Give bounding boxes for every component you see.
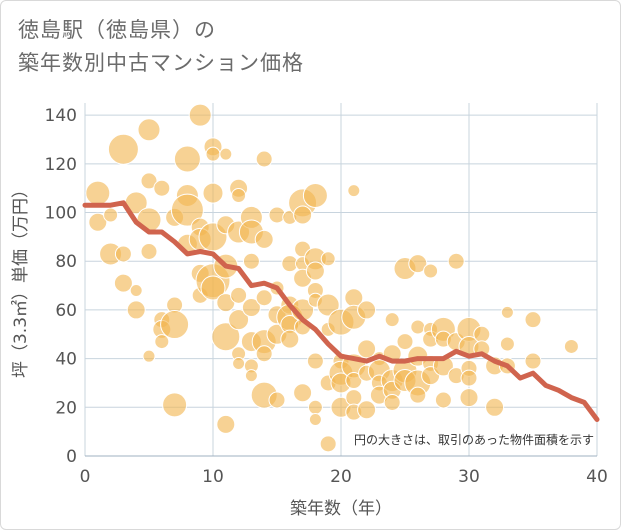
bubbles-layer (85, 103, 579, 453)
bubble-point-48 (228, 309, 250, 331)
bubble-point-8 (126, 300, 146, 320)
bubble-point-18 (154, 334, 170, 350)
bubble-point-59 (254, 229, 274, 249)
bubble-point-101 (347, 184, 361, 198)
bubble-point-90 (308, 412, 322, 426)
bubble-point-108 (357, 300, 377, 320)
bubble-point-6 (114, 245, 132, 263)
bubble-point-43 (216, 414, 236, 434)
x-tick-label-0: 0 (80, 467, 91, 487)
bubble-point-3 (103, 207, 119, 223)
bubble-point-0 (85, 180, 111, 206)
y-tick-label-140: 140 (45, 106, 77, 126)
bubble-point-76 (293, 205, 313, 225)
bubble-point-42 (211, 322, 241, 352)
bubble-point-120 (383, 393, 401, 411)
bubble-point-1 (88, 212, 108, 232)
y-tick-label-40: 40 (55, 350, 77, 370)
bubble-point-151 (499, 336, 515, 352)
bubble-point-130 (423, 263, 439, 279)
bubble-point-122 (396, 333, 414, 351)
bubble-point-111 (357, 400, 377, 420)
y-tick-label-80: 80 (55, 252, 77, 272)
y-axis-ticks: 0 20 40 60 80 100 120 140 (45, 106, 77, 467)
bubble-point-27 (188, 103, 212, 127)
y-tick-label-120: 120 (45, 155, 77, 175)
bubble-point-62 (255, 345, 273, 363)
y-tick-label-20: 20 (55, 398, 77, 418)
bubble-point-153 (500, 305, 514, 319)
bubble-point-45 (231, 188, 247, 204)
bubble-point-25 (170, 193, 204, 227)
bubble-point-138 (434, 391, 452, 409)
bubble-point-23 (173, 145, 201, 173)
bubble-point-15 (153, 179, 171, 197)
x-tick-label-40: 40 (586, 467, 608, 487)
bubble-point-74 (280, 329, 300, 349)
x-tick-label-10: 10 (202, 467, 224, 487)
bubble-point-147 (473, 325, 491, 343)
bubble-point-21 (160, 310, 190, 340)
bubble-point-146 (459, 388, 479, 408)
bubble-point-57 (244, 369, 258, 383)
bubble-size-note: 円の大きさは、取引のあった物件面積を示す (354, 432, 594, 447)
bubble-point-156 (563, 338, 579, 354)
bubble-point-82 (293, 383, 313, 403)
bubble-point-88 (306, 352, 324, 370)
bubble-point-13 (140, 243, 158, 261)
bubble-point-54 (241, 297, 261, 317)
bubble-point-9 (129, 283, 143, 297)
bubble-point-68 (268, 391, 286, 409)
y-tick-label-0: 0 (66, 447, 77, 467)
bubble-point-64 (268, 206, 286, 224)
bubble-point-10 (137, 118, 161, 142)
bubble-point-126 (410, 319, 426, 335)
bubble-point-14 (142, 349, 156, 363)
bubble-point-92 (316, 293, 340, 317)
bubble-point-47 (230, 286, 248, 304)
bubble-point-4 (107, 133, 139, 165)
bubble-point-105 (345, 372, 363, 390)
x-tick-label-20: 20 (330, 467, 352, 487)
bubble-point-139 (447, 252, 465, 270)
bubble-point-145 (460, 369, 478, 387)
bubble-point-53 (242, 252, 260, 270)
bubble-point-38 (219, 147, 233, 161)
chart-title-line-2: 築年数別中古マンション価格 (18, 51, 304, 75)
bubble-point-155 (524, 352, 542, 370)
trend-line (82, 200, 600, 422)
bubble-point-22 (162, 392, 188, 418)
bubble-point-33 (205, 146, 221, 162)
bubble-point-154 (524, 311, 542, 329)
bubble-point-125 (408, 254, 428, 274)
bubble-point-50 (232, 356, 246, 370)
bubble-point-106 (345, 389, 363, 407)
y-axis-title: 坪（3.3㎡）単価（万円） (11, 181, 31, 378)
x-axis-ticks: 0 10 20 30 40 (80, 467, 608, 487)
y-tick-label-100: 100 (45, 204, 77, 224)
bubble-point-129 (409, 386, 427, 404)
bubble-point-95 (319, 435, 337, 453)
bubble-point-37 (200, 275, 226, 301)
bubble-point-83 (302, 183, 328, 209)
y-tick-label-60: 60 (55, 301, 77, 321)
x-axis-title: 築年数（年） (290, 499, 392, 519)
bubble-point-60 (255, 289, 273, 307)
x-tick-label-30: 30 (458, 467, 480, 487)
bubble-point-58 (255, 150, 273, 168)
chart-title-line-1: 徳島駅（徳島県）の (18, 18, 216, 42)
chart-title: 徳島駅（徳島県）の 築年数別中古マンション価格 (18, 14, 304, 80)
bubble-point-109 (357, 339, 377, 359)
bubble-point-85 (305, 261, 325, 281)
bubble-point-34 (202, 182, 224, 204)
bubble-point-91 (320, 251, 336, 267)
bubble-point-116 (384, 312, 400, 328)
bubble-point-11 (140, 172, 158, 190)
bubble-point-5 (113, 273, 133, 293)
bubble-point-89 (307, 399, 323, 415)
bubble-point-150 (485, 397, 505, 417)
